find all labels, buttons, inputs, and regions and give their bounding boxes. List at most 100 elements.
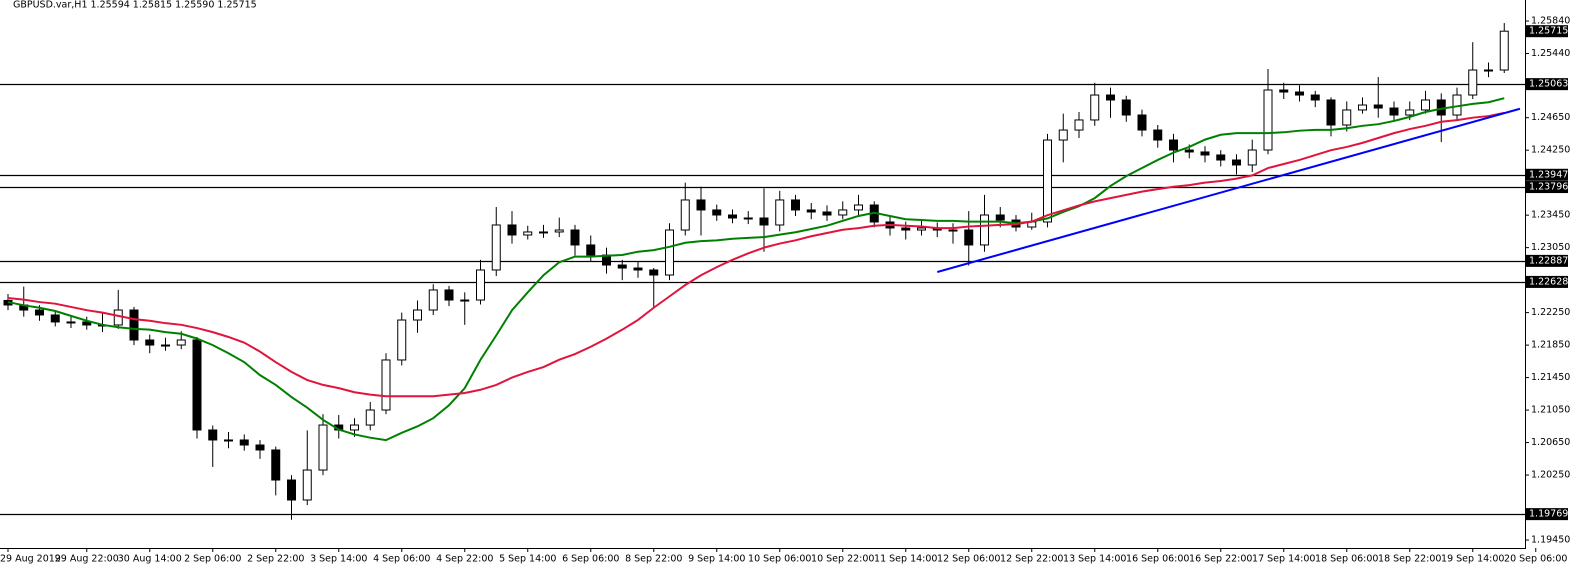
level-box	[1526, 78, 1568, 91]
x-tick-label: 8 Sep 22:00	[625, 554, 682, 565]
candle-body	[491, 224, 501, 271]
y-tick-label: 1.25440	[1531, 48, 1570, 59]
y-tick-label: 1.22250	[1531, 307, 1570, 318]
x-tick-label: 4 Sep 06:00	[373, 554, 430, 565]
x-tick-label: 12 Sep 06:00	[937, 554, 1000, 565]
level-label: 1.25063	[1529, 79, 1568, 90]
candle-body	[759, 217, 769, 226]
x-tick-label: 5 Sep 14:00	[499, 554, 556, 565]
level-box	[1526, 181, 1568, 194]
level-box	[1526, 254, 1568, 267]
candle-body	[1216, 154, 1226, 161]
y-tick-label: 1.23050	[1531, 242, 1570, 253]
trendline	[936, 107, 1521, 273]
level-label: 1.23947	[1529, 169, 1568, 180]
candle-body	[82, 321, 92, 326]
candle-body	[66, 321, 76, 324]
x-tick-label: 2 Sep 06:00	[184, 554, 241, 565]
candle-body	[1326, 99, 1336, 126]
candle-body	[1263, 89, 1273, 151]
candle-body	[901, 227, 911, 231]
candle-body	[1169, 139, 1178, 151]
chart-title: GBPUSD.var,H1 1.25594 1.25815 1.25590 1.…	[13, 0, 257, 11]
candle-body	[838, 209, 848, 216]
candle-body	[1389, 107, 1399, 116]
candle-body	[806, 209, 816, 213]
y-tick-label: 1.19450	[1531, 535, 1570, 546]
candle-body	[381, 359, 391, 411]
candle-body	[1421, 99, 1430, 111]
x-tick-label: 10 Sep 22:00	[811, 554, 874, 565]
candle-body	[649, 269, 659, 276]
level-label: 1.23796	[1529, 182, 1568, 193]
candle-body	[208, 429, 218, 441]
y-tick-label: 1.24250	[1531, 145, 1570, 156]
x-tick-label: 13 Sep 14:00	[1063, 554, 1126, 565]
candle-body	[633, 267, 643, 271]
level-box	[1526, 275, 1568, 288]
x-tick-label: 4 Sep 22:00	[436, 554, 493, 565]
candle-body	[1484, 69, 1493, 72]
candle-body	[775, 199, 785, 226]
candle-body	[1106, 94, 1115, 101]
candle-body	[1405, 109, 1415, 116]
x-tick-label: 29 Aug 2019	[0, 554, 61, 565]
candle-body	[1137, 114, 1147, 131]
candle-body	[1200, 151, 1210, 156]
x-tick-label: 16 Sep 06:00	[1126, 554, 1189, 565]
candle-body	[743, 217, 753, 220]
candle-body	[1090, 94, 1100, 121]
candle-body	[539, 231, 548, 234]
candle-body	[161, 344, 170, 347]
candle-body	[1058, 129, 1068, 141]
candle-body	[397, 319, 407, 361]
y-tick-label: 1.24650	[1531, 112, 1570, 123]
candle-body	[1232, 159, 1241, 166]
candle-body	[1153, 129, 1163, 141]
candle-body	[665, 229, 674, 276]
candle-body	[350, 424, 359, 431]
y-tick-label: 1.21850	[1531, 340, 1570, 351]
candle-body	[1247, 149, 1257, 166]
candle-body	[50, 314, 60, 323]
candle-body	[35, 309, 44, 316]
last-price-box	[1526, 25, 1568, 38]
candle-body	[413, 309, 422, 321]
moving-average	[7, 97, 1505, 442]
candle-body	[365, 409, 375, 426]
candle-body	[271, 449, 281, 481]
x-tick-label: 20 Sep 06:00	[1504, 554, 1567, 565]
x-tick-label: 29 Aug 22:00	[55, 554, 119, 565]
y-tick-label: 1.25840	[1531, 16, 1570, 27]
x-tick-label: 2 Sep 22:00	[247, 554, 304, 565]
candle-body	[176, 339, 186, 346]
candle-body	[586, 244, 596, 256]
candle-body	[728, 214, 737, 219]
candle-body	[1295, 91, 1304, 96]
candle-body	[1074, 119, 1084, 131]
x-tick-label: 6 Sep 06:00	[562, 554, 619, 565]
candle-body	[476, 269, 485, 301]
x-tick-label: 16 Sep 22:00	[1189, 554, 1252, 565]
candle-body	[1373, 104, 1383, 109]
candle-body	[1468, 69, 1478, 96]
candle-body	[145, 339, 155, 346]
level-label: 1.19769	[1529, 509, 1568, 520]
y-tick-label: 1.21450	[1531, 372, 1570, 383]
level-box	[1526, 508, 1568, 521]
y-tick-label: 1.20650	[1531, 437, 1570, 448]
candle-body	[507, 224, 517, 236]
x-tick-label: 18 Sep 22:00	[1378, 554, 1441, 565]
candle-body	[1184, 149, 1194, 153]
y-tick-label: 1.20250	[1531, 470, 1570, 481]
candle-body	[980, 214, 989, 246]
candle-body	[428, 289, 438, 311]
moving-average	[7, 111, 1505, 398]
candle-body	[1043, 139, 1052, 223]
x-tick-label: 18 Sep 06:00	[1315, 554, 1378, 565]
candle-body	[617, 264, 627, 269]
candle-body	[1499, 30, 1509, 71]
candle-body	[854, 204, 863, 211]
candle-body	[1358, 104, 1367, 111]
